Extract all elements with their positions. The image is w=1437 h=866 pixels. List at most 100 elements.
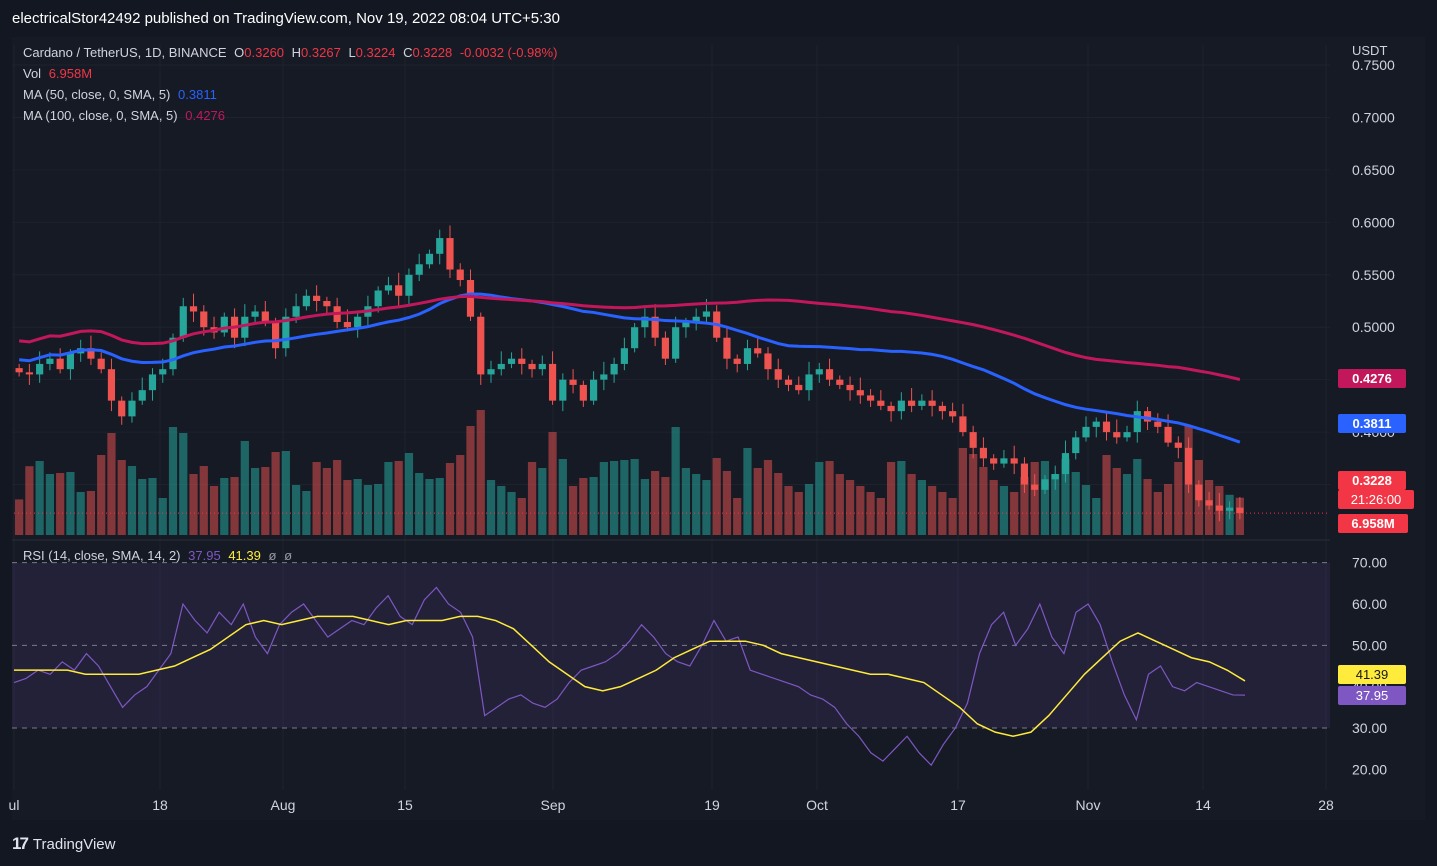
volume-bar	[599, 462, 608, 535]
candle-body	[118, 400, 126, 417]
price-candles	[15, 225, 1244, 522]
candle-body	[1133, 411, 1141, 433]
rsi-extra-2: ø	[284, 548, 293, 563]
candle-body	[825, 369, 834, 380]
volume-bar	[907, 474, 916, 535]
candle-body	[1092, 421, 1100, 427]
volume-bar	[486, 480, 496, 535]
volume-bar	[97, 455, 106, 535]
candle-body	[1226, 507, 1234, 511]
candle-body	[148, 374, 157, 391]
rsi-band	[12, 562, 1330, 728]
candle-body	[897, 400, 905, 412]
candle-body	[251, 311, 259, 317]
time-tick-label: Aug	[271, 797, 296, 813]
candle-body	[692, 316, 700, 322]
candle-body	[507, 358, 516, 364]
volume-bar	[45, 474, 55, 535]
price-tick-label: 0.6000	[1352, 214, 1395, 230]
rsi-ma-value: 41.39	[228, 548, 261, 563]
volume-bar	[548, 432, 557, 535]
volume-bar	[1071, 472, 1080, 535]
candle-body	[559, 379, 567, 401]
rsi-value: 37.95	[188, 548, 221, 563]
volume-bar	[261, 467, 270, 535]
candle-body	[405, 274, 413, 296]
volume-bar	[445, 463, 455, 535]
candle-body	[754, 348, 762, 354]
volume-bar	[784, 486, 793, 535]
candle-body	[918, 400, 926, 406]
close-label: C	[403, 45, 413, 60]
candle-body	[66, 353, 75, 370]
volume-bar	[1030, 462, 1039, 535]
candle-body	[1113, 432, 1121, 438]
time-tick-label: Oct	[806, 797, 828, 813]
volume-bar	[928, 486, 937, 535]
volume-bar	[825, 461, 834, 535]
candle-body	[25, 372, 33, 375]
publisher-line: electricalStor42492 published on Trading…	[12, 10, 560, 27]
volume-value: 6.958M	[48, 66, 93, 81]
volume-bar	[886, 462, 896, 535]
candle-body	[1031, 484, 1039, 490]
volume-bar	[733, 498, 742, 535]
volume-bar	[281, 451, 290, 535]
candle-body	[1000, 458, 1008, 464]
candle-body	[1061, 453, 1070, 475]
volume-bar	[845, 480, 855, 535]
candle-body	[497, 363, 505, 370]
candle-body	[733, 358, 741, 364]
currency-label: USDT	[1352, 43, 1388, 58]
volume-bar	[127, 466, 137, 535]
volume-bar	[1112, 468, 1121, 535]
volume-bar	[1081, 485, 1091, 535]
volume-bar	[322, 468, 331, 535]
candle-body	[1051, 474, 1059, 480]
rsi-ma-tag: 41.39	[1338, 665, 1406, 684]
rsi-legend[interactable]: RSI (14, close, SMA, 14, 2) 37.95 41.39 …	[23, 548, 296, 563]
price-tick-label: 0.7500	[1352, 57, 1395, 73]
candle-body	[672, 327, 680, 359]
candle-body	[1020, 463, 1029, 485]
symbol-legend[interactable]: Cardano / TetherUS, 1D, BINANCE O0.3260 …	[23, 45, 561, 60]
candle-body	[579, 384, 587, 401]
volume-bar	[148, 478, 157, 535]
candle-body	[682, 321, 690, 328]
tradingview-logo-icon: 17	[12, 834, 29, 853]
price-tick-label: 0.5000	[1352, 319, 1395, 335]
volume-bar	[476, 410, 485, 535]
ma50-tag: 0.3811	[1338, 414, 1406, 433]
volume-bar	[138, 479, 147, 535]
candle-body	[261, 311, 269, 322]
candle-body	[128, 400, 136, 417]
volume-bar	[979, 467, 988, 535]
volume-bar	[804, 484, 814, 535]
candle-body	[518, 358, 526, 364]
volume-bar	[538, 468, 547, 535]
volume-legend[interactable]: Vol 6.958M	[23, 66, 96, 81]
high-value: 0.3267	[301, 45, 341, 60]
ma50-legend[interactable]: MA (50, close, 0, SMA, 5) 0.3811	[23, 87, 221, 102]
volume-bar	[158, 498, 167, 535]
volume-bar	[240, 441, 249, 535]
volume-bar	[1174, 462, 1183, 535]
candle-body	[887, 405, 895, 412]
candle-body	[56, 358, 64, 370]
volume-bar	[35, 461, 44, 535]
volume-bar	[363, 485, 373, 535]
candle-body	[949, 411, 957, 417]
price-tick-label: 0.6500	[1352, 162, 1395, 178]
candle-body	[651, 316, 659, 338]
candle-body	[866, 395, 875, 401]
footer-brand[interactable]: 17 TradingView	[12, 834, 115, 854]
rsi-ma-line	[14, 615, 1246, 738]
brand-name: TradingView	[32, 835, 116, 853]
candle-body	[446, 238, 454, 270]
ma100-legend[interactable]: MA (100, close, 0, SMA, 5) 0.4276	[23, 108, 229, 123]
volume-bar	[815, 462, 824, 535]
ma50-value: 0.3811	[178, 87, 217, 102]
ma50-line	[18, 292, 1241, 444]
candle-body	[138, 390, 146, 401]
